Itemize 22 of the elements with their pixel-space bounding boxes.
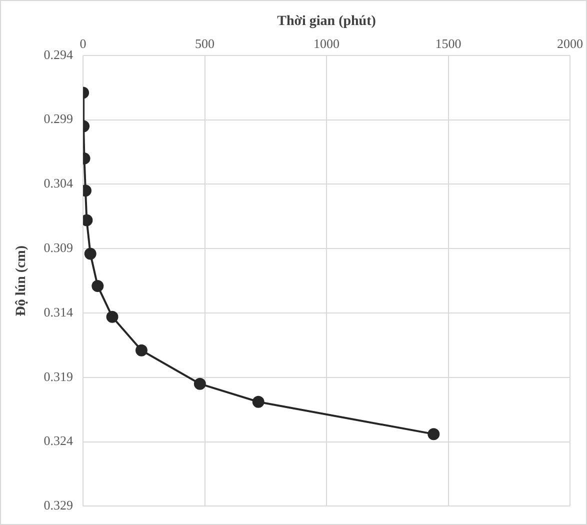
point: [194, 378, 206, 390]
y-tick-label: 0.294: [44, 46, 74, 62]
y-axis-title: Độ lún (cm): [14, 245, 30, 316]
x-tick-label: 2000: [557, 36, 583, 52]
x-axis-title: Thời gian (phút): [277, 14, 376, 30]
y-tick-label: 0.304: [44, 176, 74, 191]
y-tick-label: 0.324: [44, 433, 74, 448]
x-tick-label: 1500: [435, 36, 462, 52]
x-tick-label: 1000: [314, 36, 340, 52]
point: [106, 310, 118, 323]
y-tick-label: 0.299: [44, 111, 74, 126]
y-tick-label: 0.319: [44, 368, 74, 384]
y-tick-label: 0.329: [44, 498, 74, 513]
point: [428, 428, 440, 440]
x-tick-label: 500: [195, 36, 215, 52]
point: [135, 344, 148, 356]
point: [84, 248, 96, 260]
y-tick-label: 0.314: [44, 304, 74, 320]
point: [252, 396, 264, 408]
y-tick-label: 0.309: [44, 240, 74, 256]
point: [92, 280, 104, 292]
x-tick-label: 0: [80, 36, 86, 52]
